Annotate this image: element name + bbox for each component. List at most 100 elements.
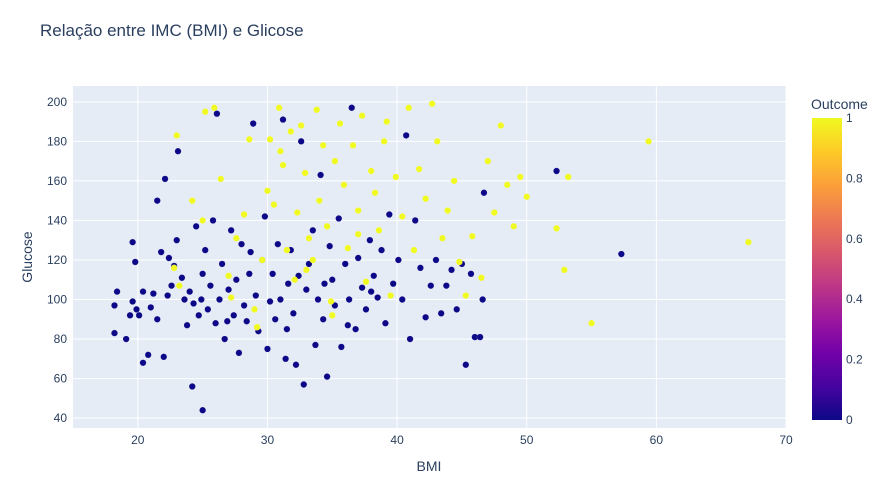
data-point [302,266,310,274]
data-point [319,141,327,149]
data-point [331,157,339,165]
data-point [427,282,435,290]
data-point [197,296,205,303]
data-point [168,282,175,290]
data-point [144,351,152,359]
data-point [317,171,325,179]
data-point [131,258,139,266]
data-point [305,234,313,242]
data-point [375,226,383,234]
data-point [422,195,430,203]
data-point [477,274,485,282]
data-point [385,211,393,218]
data-point [354,254,362,262]
data-point [235,349,243,357]
x-axis-title: BMI [417,458,442,474]
data-point [336,120,344,128]
data-point [383,118,391,126]
data-point [149,290,157,298]
data-point [135,311,143,319]
data-point [490,209,498,216]
data-point [283,246,291,254]
y-tick-label: 60 [54,372,68,386]
chart-title: Relação entre IMC (BMI) e Glicose [40,21,304,40]
data-point [139,359,147,367]
data-point [479,296,487,303]
data-point [164,292,172,299]
x-tick-label: 40 [390,433,404,447]
data-point [319,315,327,323]
data-point [301,169,309,177]
data-point [240,301,248,309]
data-point [371,189,379,197]
data-point [111,329,118,337]
data-point [354,230,362,238]
data-point [221,335,229,343]
data-point [313,106,321,114]
y-tick-label: 120 [47,253,67,267]
data-point [380,137,388,145]
data-point [111,301,118,309]
grid-lines [73,86,787,428]
data-point [175,282,183,290]
data-point [387,292,395,299]
colorbar-tick-label: 0.8 [846,171,863,185]
data-point [398,296,406,303]
data-point [448,266,455,274]
plot-area [73,86,786,428]
data-point [480,189,488,197]
data-point [276,296,284,303]
data-point [266,298,274,305]
y-tick-label: 180 [47,134,67,148]
data-point [129,238,137,246]
data-point [503,181,511,189]
data-point [437,309,445,317]
data-point [178,274,186,282]
data-point [258,256,266,264]
data-point [181,296,188,303]
data-point [354,207,362,214]
data-point [157,248,165,256]
data-point [335,215,343,222]
data-point [349,141,357,149]
data-point [282,355,290,363]
data-point [122,335,130,343]
data-point [223,317,231,325]
data-point [344,321,352,329]
data-point [344,244,352,252]
data-point [523,193,531,201]
data-point [352,325,360,333]
data-point [564,173,572,181]
x-tick-label: 20 [131,433,145,447]
data-point [366,236,374,244]
data-point [415,165,423,173]
data-point [295,272,303,280]
data-point [232,234,240,242]
colorbar-tick-label: 0.6 [846,232,863,246]
x-axis-ticks: 20 30 40 50 60 70 [131,433,793,447]
x-tick-label: 70 [779,433,793,447]
data-point [327,298,335,305]
data-point [744,238,752,246]
data-point [323,222,331,230]
data-point [210,104,218,112]
data-point [186,288,194,296]
data-point [444,207,452,214]
data-point [560,266,568,274]
data-point [147,303,155,311]
data-point [188,383,196,390]
data-point [287,128,295,135]
colorbar-tick-label: 1 [846,111,853,125]
data-point [362,305,370,313]
data-point [113,288,121,296]
data-point [218,260,226,268]
y-tick-label: 100 [47,293,67,307]
data-point [348,104,356,112]
data-point [428,100,436,108]
data-point [374,294,382,301]
data-point [188,197,196,205]
x-tick-label: 30 [261,433,275,447]
data-point [165,254,173,262]
data-point [249,120,257,128]
